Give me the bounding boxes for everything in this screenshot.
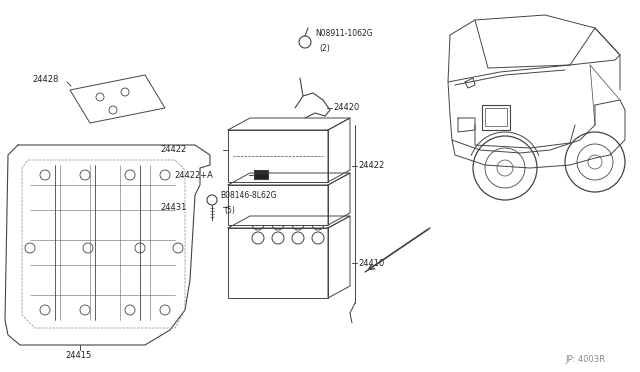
Text: 24422+A: 24422+A (174, 170, 213, 180)
Bar (228, 228, 328, 298)
Text: 24422: 24422 (358, 161, 384, 170)
Text: 24422: 24422 (160, 145, 186, 154)
Bar (228, 185, 328, 225)
Text: N08911-1062G: N08911-1062G (315, 29, 372, 38)
Text: 24431: 24431 (160, 202, 186, 212)
Text: 24420: 24420 (333, 103, 359, 112)
Text: B08146-8L62G: B08146-8L62G (220, 192, 276, 201)
Bar (254, 170, 268, 179)
Polygon shape (70, 75, 165, 123)
Text: 24410: 24410 (358, 259, 384, 267)
Text: 24415: 24415 (65, 350, 92, 359)
Text: (2): (2) (319, 44, 330, 52)
Text: JP: 4003R: JP: 4003R (565, 356, 605, 365)
Bar (228, 130, 328, 182)
Bar (485, 108, 507, 126)
Text: (5): (5) (224, 205, 235, 215)
Text: 24428: 24428 (32, 76, 58, 84)
Bar (482, 105, 510, 130)
